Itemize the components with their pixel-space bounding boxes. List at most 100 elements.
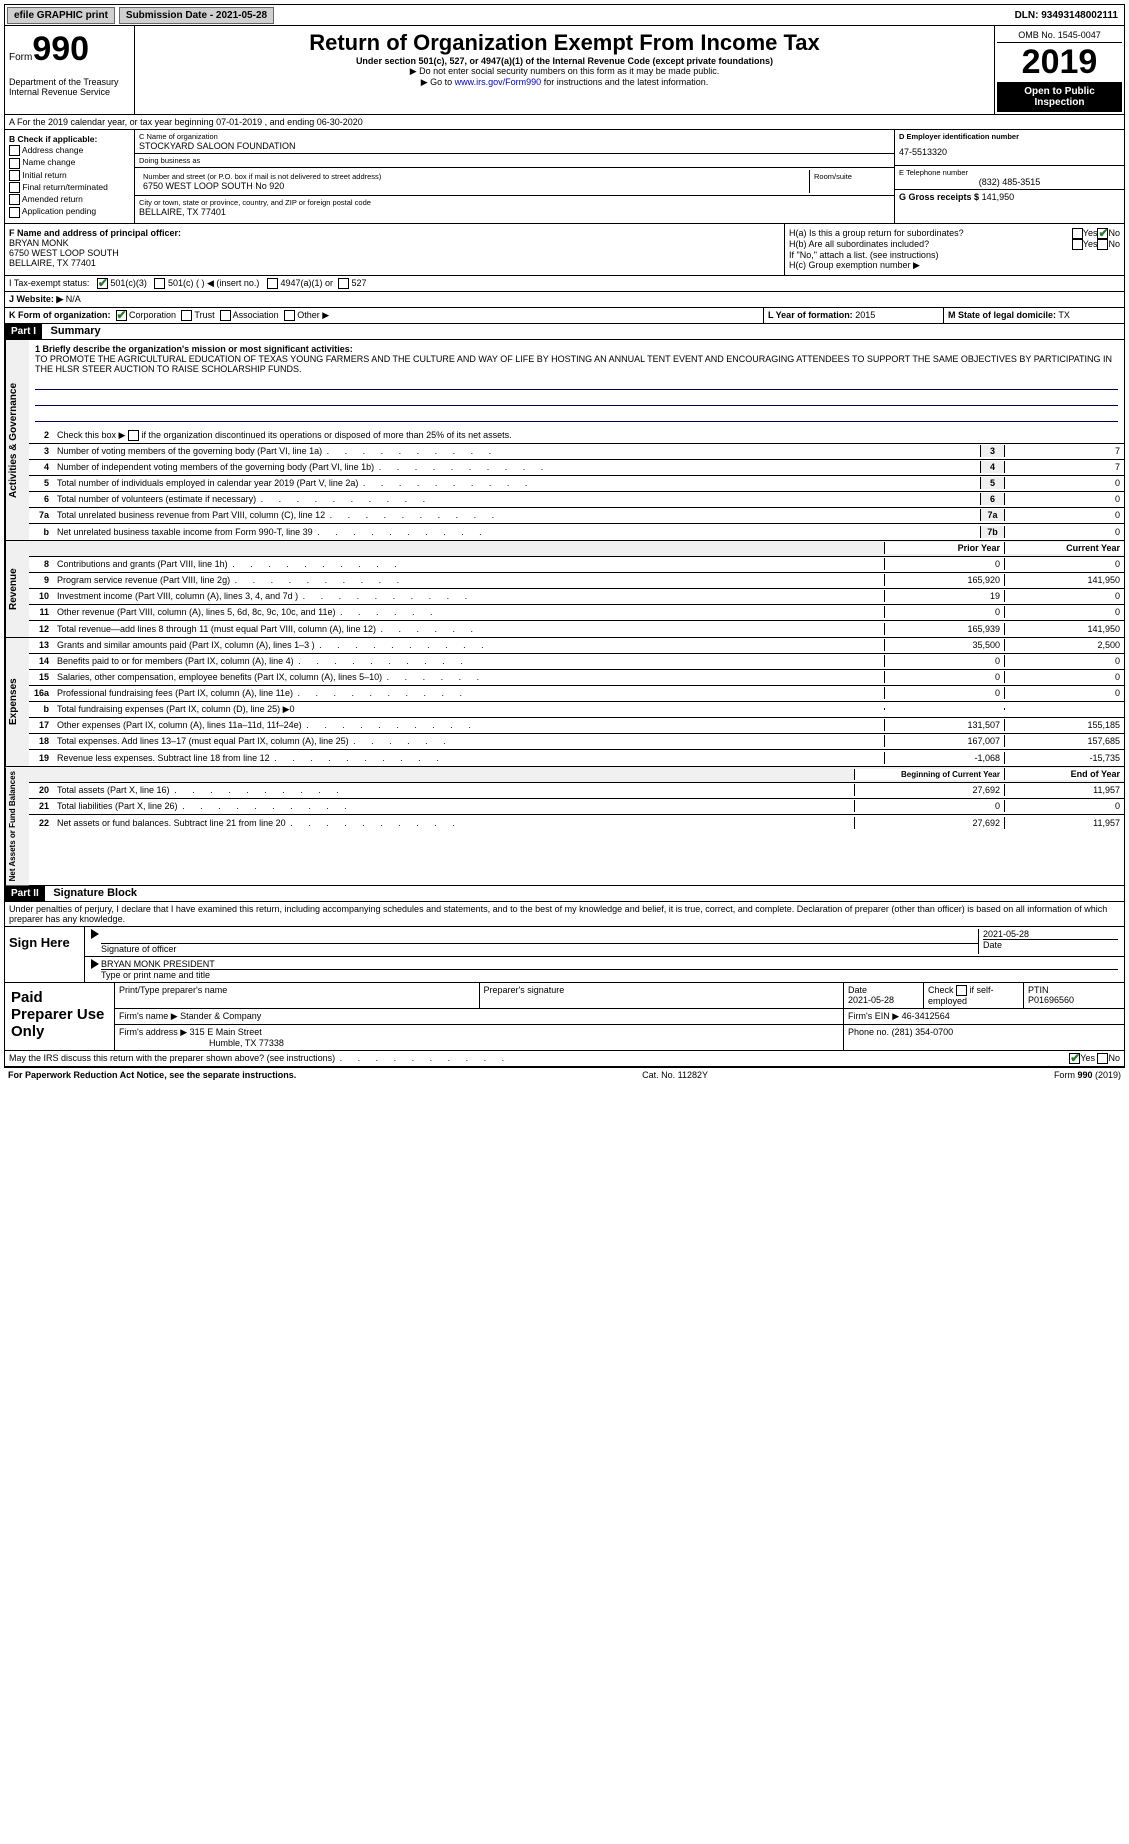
part2-badge: Part II xyxy=(5,886,45,901)
open-public-label: Open to Public Inspection xyxy=(997,82,1122,112)
sig-date: 2021-05-28 xyxy=(983,929,1118,939)
cbx-4947[interactable] xyxy=(267,278,278,289)
irs-link[interactable]: www.irs.gov/Form990 xyxy=(455,77,542,87)
table-row: 17Other expenses (Part IX, column (A), l… xyxy=(29,718,1124,734)
gross-receipts: 141,950 xyxy=(982,192,1015,202)
paperwork-notice: For Paperwork Reduction Act Notice, see … xyxy=(8,1070,296,1080)
firm-phone: (281) 354-0700 xyxy=(892,1027,954,1037)
cbx-other[interactable] xyxy=(284,310,295,321)
date-label: Date xyxy=(983,939,1118,950)
hb-yes[interactable] xyxy=(1072,239,1083,250)
form-note-1: ▶ Do not enter social security numbers o… xyxy=(139,66,990,77)
year-formation: 2015 xyxy=(855,310,875,320)
side-label-revenue: Revenue xyxy=(5,541,29,637)
f-label: F Name and address of principal officer: xyxy=(9,228,780,238)
ha-yes[interactable] xyxy=(1072,228,1083,239)
prep-date: 2021-05-28 xyxy=(848,995,894,1005)
table-row: 5Total number of individuals employed in… xyxy=(29,476,1124,492)
name-title-label: Type or print name and title xyxy=(101,969,1118,980)
table-row: 12Total revenue—add lines 8 through 11 (… xyxy=(29,621,1124,637)
dln-label: DLN: 93493148002111 xyxy=(1015,10,1124,21)
g-label: G Gross receipts $ xyxy=(899,192,979,202)
cbx-501c3[interactable] xyxy=(97,278,108,289)
table-row: 18Total expenses. Add lines 13–17 (must … xyxy=(29,734,1124,750)
table-row: 11Other revenue (Part VIII, column (A), … xyxy=(29,605,1124,621)
street-value: 6750 WEST LOOP SOUTH No 920 xyxy=(143,181,805,191)
dept-label: Department of the Treasury Internal Reve… xyxy=(9,77,130,97)
hc-label: H(c) Group exemption number ▶ xyxy=(789,260,1120,271)
hb-no[interactable] xyxy=(1097,239,1108,250)
cbx-501c[interactable] xyxy=(154,278,165,289)
form-header: Form990 Department of the Treasury Inter… xyxy=(4,26,1125,115)
website-value: N/A xyxy=(66,294,81,304)
self-employed-check[interactable]: Check if self-employed xyxy=(924,983,1024,1008)
prep-name-label: Print/Type preparer's name xyxy=(115,983,480,1008)
cbx-name-change[interactable]: Name change xyxy=(9,157,130,168)
cbx-initial-return[interactable]: Initial return xyxy=(9,170,130,181)
city-value: BELLAIRE, TX 77401 xyxy=(139,207,890,217)
cbx-527[interactable] xyxy=(338,278,349,289)
q1-label: 1 Briefly describe the organization's mi… xyxy=(35,344,1118,354)
table-row: 10Investment income (Part VIII, column (… xyxy=(29,589,1124,605)
omb-label: OMB No. 1545-0047 xyxy=(997,28,1122,43)
city-label: City or town, state or province, country… xyxy=(139,198,890,207)
part-2-header: Part II Signature Block xyxy=(4,886,1125,902)
cbx-assoc[interactable] xyxy=(220,310,231,321)
table-row: 19Revenue less expenses. Subtract line 1… xyxy=(29,750,1124,766)
state-domicile: TX xyxy=(1058,310,1070,320)
part1-badge: Part I xyxy=(5,324,42,339)
officer-name: BRYAN MONK xyxy=(9,238,780,248)
part1-title: Summary xyxy=(45,325,107,337)
cbx-address-change[interactable]: Address change xyxy=(9,145,130,156)
table-row: bNet unrelated business taxable income f… xyxy=(29,524,1124,540)
discuss-no[interactable] xyxy=(1097,1053,1108,1064)
table-row: bTotal fundraising expenses (Part IX, co… xyxy=(29,702,1124,718)
tax-year: 2019 xyxy=(997,43,1122,82)
submission-date-button[interactable]: Submission Date - 2021-05-28 xyxy=(119,7,274,24)
paid-preparer-block: Paid Preparer Use Only Print/Type prepar… xyxy=(4,983,1125,1051)
dba-label: Doing business as xyxy=(139,156,890,165)
table-row: 16aProfessional fundraising fees (Part I… xyxy=(29,686,1124,702)
room-label: Room/suite xyxy=(814,172,886,181)
sig-officer-label: Signature of officer xyxy=(101,943,978,954)
section-c: C Name of organization STOCKYARD SALOON … xyxy=(135,130,894,223)
section-h: H(a) Is this a group return for subordin… xyxy=(784,224,1124,275)
hb-label: H(b) Are all subordinates included? xyxy=(789,239,1072,250)
sign-here-label: Sign Here xyxy=(5,927,85,982)
irs-discuss-row: May the IRS discuss this return with the… xyxy=(4,1051,1125,1067)
footer: For Paperwork Reduction Act Notice, see … xyxy=(4,1067,1125,1082)
street-label: Number and street (or P.O. box if mail i… xyxy=(143,172,805,181)
table-row: 9Program service revenue (Part VIII, lin… xyxy=(29,573,1124,589)
firm-address: 315 E Main Street xyxy=(190,1027,262,1037)
cbx-corp[interactable] xyxy=(116,310,127,321)
hb-note: If "No," attach a list. (see instruction… xyxy=(789,250,1120,260)
e-label: E Telephone number xyxy=(899,168,1120,177)
col-current: Current Year xyxy=(1004,542,1124,554)
part2-title: Signature Block xyxy=(47,887,143,899)
col-beginning: Beginning of Current Year xyxy=(854,769,1004,780)
signature-block: Under penalties of perjury, I declare th… xyxy=(4,902,1125,983)
cbx-application-pending[interactable]: Application pending xyxy=(9,206,130,217)
section-a: A For the 2019 calendar year, or tax yea… xyxy=(4,115,1125,130)
firm-name: Stander & Company xyxy=(180,1011,261,1021)
table-row: 14Benefits paid to or for members (Part … xyxy=(29,654,1124,670)
cbx-trust[interactable] xyxy=(181,310,192,321)
table-row: 22Net assets or fund balances. Subtract … xyxy=(29,815,1124,831)
table-row: 21Total liabilities (Part X, line 26)00 xyxy=(29,799,1124,815)
discuss-text: May the IRS discuss this return with the… xyxy=(9,1053,1069,1064)
discuss-yes[interactable] xyxy=(1069,1053,1080,1064)
section-f: F Name and address of principal officer:… xyxy=(5,224,784,275)
ein-value: 47-5513320 xyxy=(899,141,1120,163)
section-j: J Website: ▶ N/A xyxy=(4,292,1125,308)
ha-no[interactable] xyxy=(1097,228,1108,239)
expenses-section: Expenses 13Grants and similar amounts pa… xyxy=(4,638,1125,767)
efile-button[interactable]: efile GRAPHIC print xyxy=(7,7,115,24)
cbx-amended-return[interactable]: Amended return xyxy=(9,194,130,205)
section-k-l-m: K Form of organization: Corporation Trus… xyxy=(4,308,1125,324)
j-label: J Website: ▶ xyxy=(9,294,63,304)
cbx-final-return[interactable]: Final return/terminated xyxy=(9,182,130,193)
l-label: L Year of formation: xyxy=(768,310,853,320)
cbx-discontinued[interactable] xyxy=(128,430,139,441)
section-b-c-d: B Check if applicable: Address change Na… xyxy=(4,130,1125,224)
m-label: M State of legal domicile: xyxy=(948,310,1056,320)
